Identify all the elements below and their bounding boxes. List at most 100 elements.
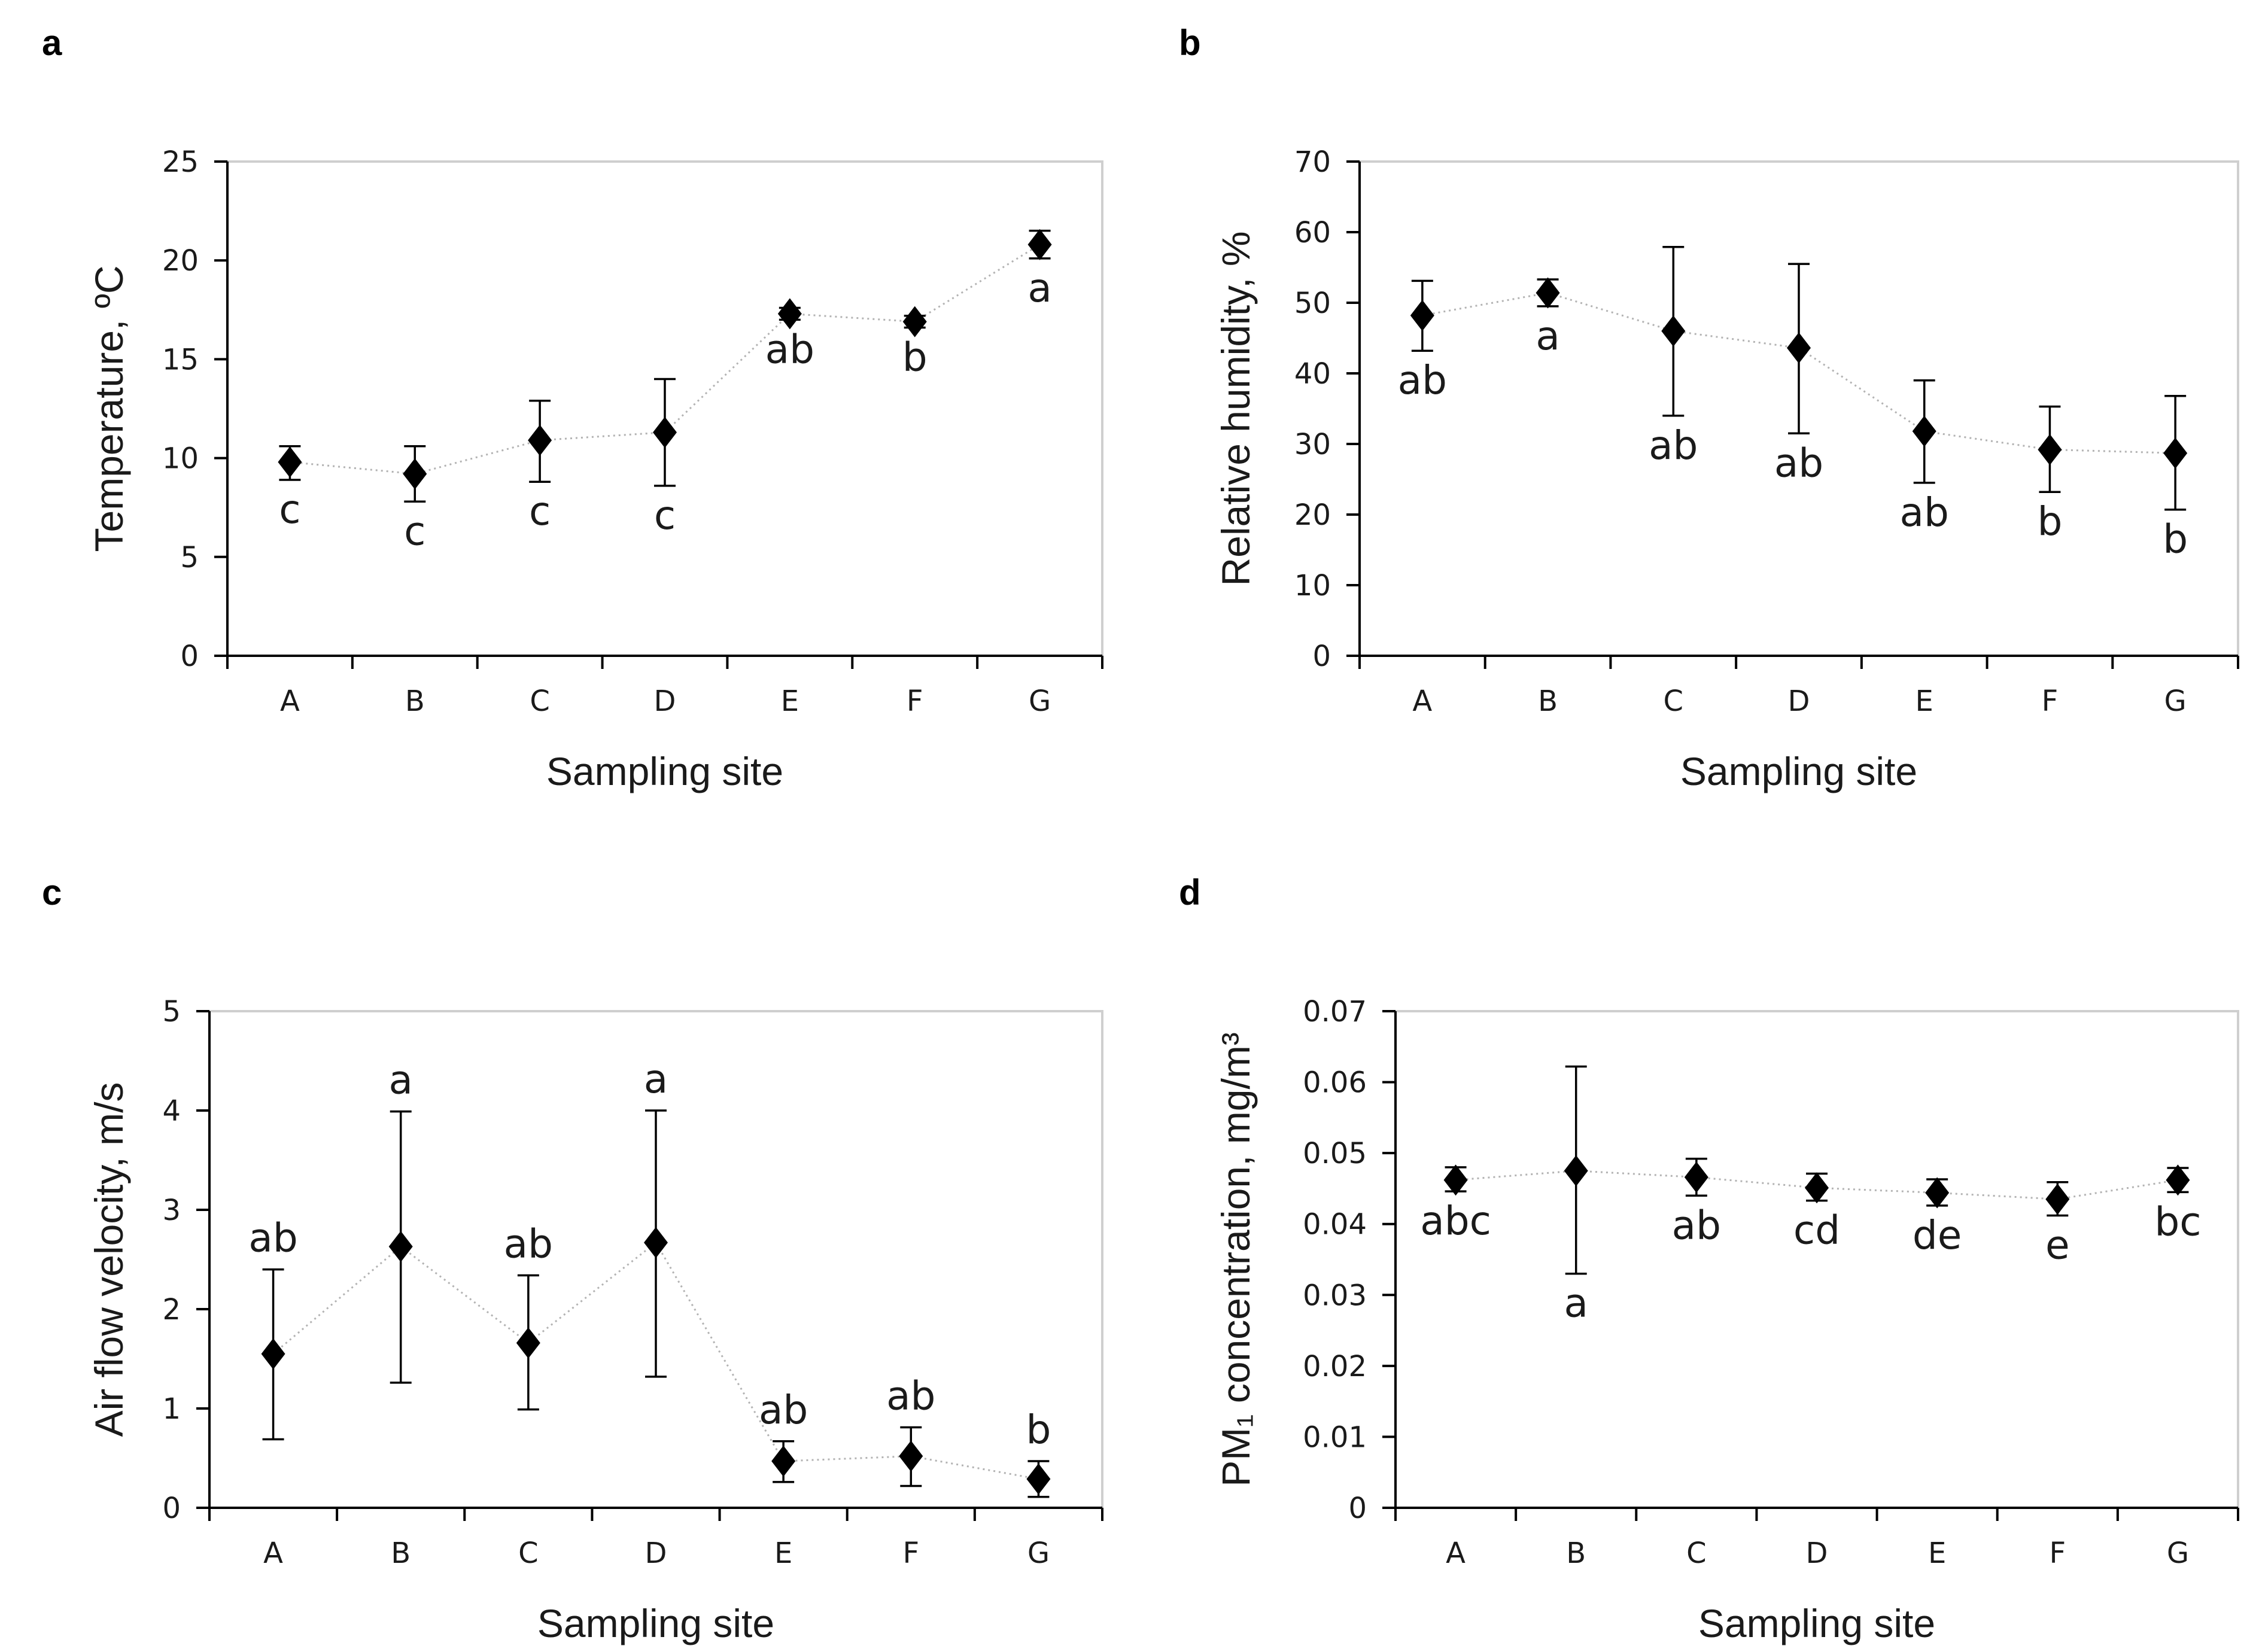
data-point xyxy=(644,1227,668,1258)
data-point xyxy=(1925,1177,1950,1209)
y-tick-label: 10 xyxy=(1294,569,1331,603)
y-tick-label: 1 xyxy=(162,1392,181,1426)
chart-panel-a: a 0 5 10 15 20 25 A B C D E F Gc c c c ab b a Temperature,… xyxy=(42,23,1103,793)
plot-area-d xyxy=(1394,1010,2239,1509)
y-axis-title-d: PM₁ concentration, mg/m³ xyxy=(1214,1032,1258,1487)
data-point xyxy=(1684,1161,1708,1193)
x-tick-label: C xyxy=(1664,684,1684,718)
y-tick-label: 30 xyxy=(1294,428,1331,461)
significance-label: c xyxy=(654,492,676,539)
y-tick-label: 50 xyxy=(1294,287,1331,320)
significance-label: a xyxy=(644,1056,668,1102)
data-point xyxy=(1027,229,1052,260)
data-point xyxy=(777,298,802,330)
x-tick-label: C xyxy=(1686,1537,1707,1570)
significance-label: b xyxy=(1026,1407,1051,1453)
data-point xyxy=(1443,1164,1468,1196)
chart-panel-b: b 0 10 20 30 40 50 60 70 A B C D E F Gab a ab ab ab b b Rela… xyxy=(1179,23,2239,793)
significance-label: de xyxy=(1913,1212,1962,1258)
x-tick-label: A xyxy=(1412,684,1432,718)
significance-label: a xyxy=(388,1057,412,1103)
chart-panel-c: c 0 1 2 3 4 5 A B C D E F Gab a ab a ab ab b Air flow velo… xyxy=(42,872,1103,1645)
x-axis-title-a: Sampling site xyxy=(546,749,783,793)
y-tick-label: 0.04 xyxy=(1303,1208,1367,1242)
y-tick-label: 0 xyxy=(1312,640,1331,673)
data-point xyxy=(1564,1155,1588,1186)
data-point xyxy=(899,1440,923,1472)
plot-marks-b: 0 10 20 30 40 50 60 70 A B C D E F Gab a ab ab ab b b xyxy=(1294,145,2239,718)
x-axis-title-b: Sampling site xyxy=(1680,749,1917,793)
y-tick-label: 25 xyxy=(162,145,199,179)
significance-label: ab xyxy=(1774,440,1823,486)
significance-label: cd xyxy=(1793,1207,1840,1254)
y-axis-title-b: Relative humidity, % xyxy=(1214,231,1258,586)
y-tick-label: 40 xyxy=(1294,357,1331,391)
significance-label: c xyxy=(529,488,551,534)
y-axis-title-a: Temperature, ºC xyxy=(87,266,131,552)
panel-label-a: a xyxy=(42,23,62,63)
y-tick-label: 0 xyxy=(1348,1492,1367,1525)
significance-label: bc xyxy=(2154,1198,2201,1245)
x-tick-label: F xyxy=(907,684,923,718)
x-tick-label: G xyxy=(2167,1537,2189,1570)
y-tick-label: 0.02 xyxy=(1303,1350,1367,1383)
data-point xyxy=(1912,415,1936,447)
y-tick-label: 0.05 xyxy=(1303,1137,1367,1170)
x-tick-label: B xyxy=(405,684,425,718)
x-tick-label: A xyxy=(263,1537,283,1570)
significance-label: ab xyxy=(248,1215,297,1261)
significance-label: ab xyxy=(759,1387,808,1433)
plot-marks-d: 00.010.020.030.040.050.060.07A B C D E F Gabca… xyxy=(1303,995,2239,1570)
x-tick-label: D xyxy=(1806,1537,1828,1570)
x-tick-label: G xyxy=(2164,684,2187,718)
x-tick-label: E xyxy=(1928,1537,1946,1570)
x-tick-label: B xyxy=(1566,1537,1586,1570)
data-point xyxy=(902,306,927,337)
y-tick-label: 20 xyxy=(162,244,199,278)
y-tick-label: 3 xyxy=(162,1194,181,1227)
panel-label-c: c xyxy=(42,872,62,912)
significance-label: b xyxy=(2037,498,2062,544)
x-tick-label: D xyxy=(1788,684,1810,718)
data-point xyxy=(771,1445,796,1477)
plot-marks-a: 0 5 10 15 20 25 A B C D E F Gc c c c ab b a xyxy=(162,145,1103,718)
data-point xyxy=(2163,437,2188,469)
significance-label: abc xyxy=(1420,1198,1491,1244)
x-axis-title-c: Sampling site xyxy=(537,1601,774,1645)
significance-label: ab xyxy=(886,1373,935,1419)
significance-label: ab xyxy=(765,326,814,372)
x-tick-label: C xyxy=(530,684,550,718)
y-tick-label: 0.06 xyxy=(1303,1066,1367,1100)
y-tick-label: 20 xyxy=(1294,498,1331,532)
x-tick-label: B xyxy=(1538,684,1558,718)
y-tick-label: 5 xyxy=(180,541,199,574)
x-tick-label: B xyxy=(391,1537,411,1570)
significance-label: a xyxy=(1564,1280,1588,1327)
data-point xyxy=(1661,315,1686,347)
x-tick-label: G xyxy=(1029,684,1051,718)
significance-label: ab xyxy=(1398,357,1447,403)
x-tick-label: G xyxy=(1027,1537,1050,1570)
panel-label-b: b xyxy=(1179,23,1201,63)
x-tick-label: F xyxy=(2042,684,2059,718)
data-point xyxy=(2045,1184,2070,1215)
y-tick-label: 0.01 xyxy=(1303,1420,1367,1454)
data-point xyxy=(1026,1463,1051,1495)
significance-label: e xyxy=(2045,1222,2070,1268)
significance-label: ab xyxy=(1672,1202,1721,1248)
x-tick-label: F xyxy=(2049,1537,2066,1570)
data-point xyxy=(388,1231,413,1262)
y-axis-title-c: Air flow velocity, m/s xyxy=(87,1082,131,1437)
data-point xyxy=(1410,300,1434,331)
y-tick-label: 0 xyxy=(180,640,199,673)
y-tick-label: 10 xyxy=(162,442,199,476)
data-point xyxy=(403,458,427,490)
data-point xyxy=(261,1338,285,1370)
x-tick-label: E xyxy=(774,1537,792,1570)
x-tick-label: A xyxy=(1446,1537,1466,1570)
significance-label: a xyxy=(1536,313,1559,359)
x-tick-label: E xyxy=(1916,684,1933,718)
significance-label: ab xyxy=(504,1221,553,1267)
data-point xyxy=(528,424,552,456)
